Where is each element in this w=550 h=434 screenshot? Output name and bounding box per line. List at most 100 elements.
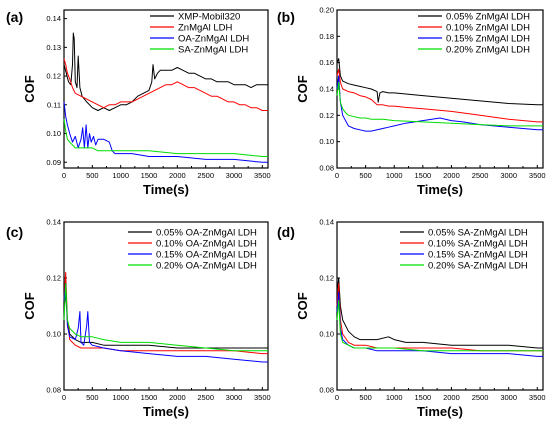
y-axis-title: COF: [295, 75, 310, 103]
x-tick-label: 3500: [529, 171, 546, 180]
y-tick-label: 0.14: [46, 218, 61, 227]
y-axis-title: COF: [22, 292, 37, 320]
legend-label: 0.05% ZnMgAl LDH: [446, 12, 530, 23]
y-tick-label: 0.12: [319, 111, 334, 120]
x-tick-label: 2000: [169, 171, 186, 180]
y-tick-label: 0.08: [46, 386, 61, 395]
x-axis-title: Time(s): [417, 182, 463, 197]
x-tick-label: 3500: [254, 393, 271, 402]
plot-frame: [63, 9, 269, 169]
x-tick-label: 1000: [386, 171, 403, 180]
x-tick-label: 2500: [472, 393, 489, 402]
panel-label: (c): [6, 224, 23, 240]
y-tick-label: 0.16: [319, 58, 334, 67]
panel-1: 0 500 1000 1500 2000 2500 3000 3500 0.08 0.10 0.12…: [277, 6, 546, 198]
series-line-1: [336, 283, 543, 352]
series-line-2: [336, 291, 543, 357]
legend-label: XMP-Mobil320: [178, 12, 240, 23]
x-tick-label: 0: [62, 171, 66, 180]
y-tick-label: 0.10: [46, 129, 61, 138]
series-line-1: [336, 68, 543, 123]
x-tick-label: 500: [86, 393, 99, 402]
series-line-2: [336, 75, 543, 132]
x-tick-label: 0: [335, 393, 339, 402]
x-tick-label: 500: [359, 171, 372, 180]
x-tick-label: 3500: [254, 171, 271, 180]
y-axis-title: COF: [22, 75, 37, 103]
x-tick-label: 2000: [443, 171, 460, 180]
legend-label: 0.20% OA-ZnMgAl LDH: [156, 261, 257, 272]
legend-label: ZnMgAl LDH: [178, 23, 233, 34]
series-line-3: [336, 299, 543, 352]
x-axis-title: Time(s): [143, 182, 189, 197]
x-tick-label: 1500: [141, 393, 158, 402]
series-line-0: [336, 277, 543, 349]
series-line-2: [63, 101, 268, 163]
x-tick-label: 1500: [414, 171, 431, 180]
x-tick-label: 1000: [386, 393, 403, 402]
y-tick-label: 0.14: [319, 218, 334, 227]
x-tick-label: 3000: [500, 393, 517, 402]
x-tick-label: 2500: [197, 171, 214, 180]
x-tick-label: 1000: [112, 171, 129, 180]
legend-label: 0.05% OA-ZnMgAl LDH: [156, 228, 257, 239]
series-line-0: [336, 58, 543, 106]
y-tick-label: 0.08: [319, 386, 334, 395]
x-tick-label: 1500: [414, 393, 431, 402]
x-tick-label: 500: [86, 171, 99, 180]
legend-label: 0.10% ZnMgAl LDH: [446, 23, 530, 34]
x-tick-label: 2000: [443, 393, 460, 402]
panel-0: 0 500 1000 1500 2000 2500 3000 3500 0.09 0.10 0.11…: [6, 9, 271, 197]
panel-label: (a): [6, 9, 23, 25]
y-tick-label: 0.10: [319, 137, 334, 146]
legend-label: OA-ZnMgAl LDH: [178, 34, 249, 45]
y-tick-label: 0.10: [319, 330, 334, 339]
x-tick-label: 2500: [472, 171, 489, 180]
panel-label: (d): [277, 224, 295, 240]
y-tick-label: 0.12: [46, 72, 61, 81]
panel-2: 0 500 1000 1500 2000 2500 3000 3500 0.08 0.10 0.12…: [6, 218, 271, 420]
legend-label: 0.15% SA-ZnMgAl LDH: [428, 250, 528, 261]
x-tick-label: 1000: [112, 393, 129, 402]
panel-3: 0 500 1000 1500 2000 2500 3000 3500 0.08 0.10 0.12…: [277, 218, 546, 420]
x-tick-label: 0: [62, 393, 66, 402]
y-tick-label: 0.12: [319, 274, 334, 283]
series-line-2: [63, 283, 268, 363]
x-tick-label: 2500: [197, 393, 214, 402]
series-line-3: [63, 283, 268, 352]
x-tick-label: 1500: [141, 171, 158, 180]
y-tick-label: 0.10: [46, 330, 61, 339]
y-tick-label: 0.12: [46, 274, 61, 283]
x-tick-label: 0: [335, 171, 339, 180]
x-axis-title: Time(s): [417, 404, 463, 419]
series-line-0: [63, 32, 268, 111]
legend-label: 0.10% SA-ZnMgAl LDH: [428, 239, 528, 250]
x-tick-label: 3000: [500, 171, 517, 180]
legend-label: 0.05% SA-ZnMgAl LDH: [428, 228, 528, 239]
x-tick-label: 3500: [529, 393, 546, 402]
series-line-3: [63, 119, 268, 157]
y-tick-label: 0.11: [47, 100, 61, 109]
panel-label: (b): [277, 9, 295, 25]
legend-label: 0.15% OA-ZnMgAl LDH: [156, 250, 257, 261]
series-line-1: [63, 58, 268, 111]
x-tick-label: 2000: [169, 393, 186, 402]
y-tick-label: 0.08: [319, 164, 334, 173]
series-line-0: [63, 291, 268, 349]
legend-label: 0.20% ZnMgAl LDH: [446, 45, 530, 56]
series-line-1: [63, 271, 268, 355]
y-tick-label: 0.09: [46, 158, 61, 167]
y-tick-label: 0.13: [46, 43, 61, 52]
y-tick-label: 0.20: [319, 6, 334, 15]
x-tick-label: 3000: [226, 171, 243, 180]
y-tick-label: 0.14: [319, 85, 334, 94]
y-tick-label: 0.14: [46, 14, 61, 23]
y-tick-label: 0.18: [319, 32, 334, 41]
legend-label: 0.15% ZnMgAl LDH: [446, 34, 530, 45]
x-tick-label: 500: [359, 393, 372, 402]
